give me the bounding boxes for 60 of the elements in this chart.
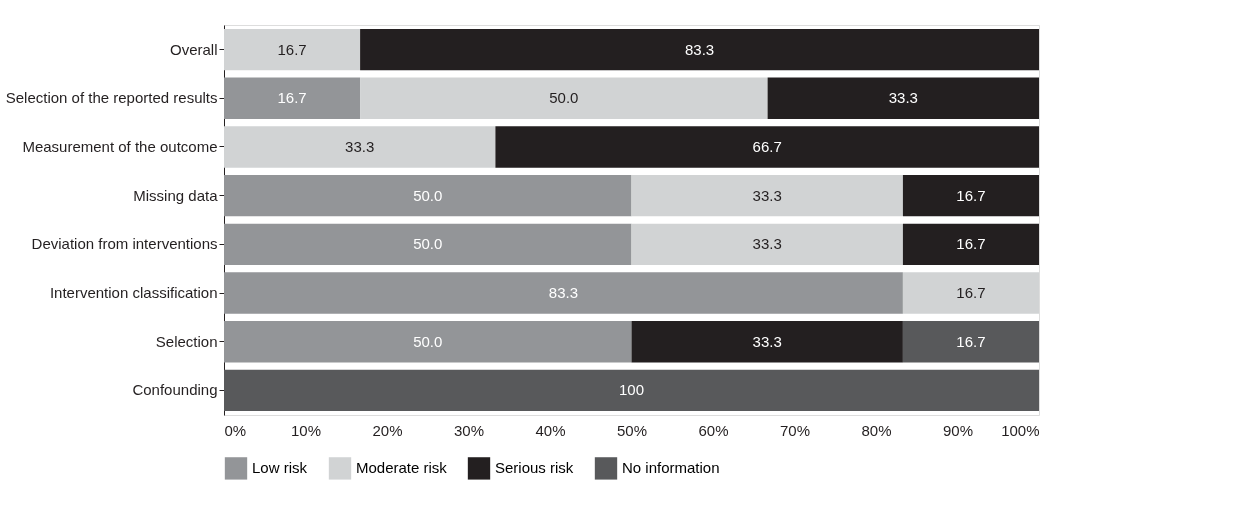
bar (495, 126, 1039, 168)
data-label: 33.3 (888, 89, 918, 107)
x-tick-label: 30% (453, 421, 485, 439)
data-label: 33.3 (345, 137, 375, 155)
data-label: 16.7 (956, 332, 986, 350)
data-label: 100 (618, 381, 645, 399)
data-label: 50.0 (413, 186, 443, 204)
bar (360, 77, 768, 119)
bar (224, 321, 632, 363)
legend-label: Serious risk (495, 459, 574, 477)
bar (902, 321, 1039, 363)
bar (224, 369, 1039, 412)
x-tick-label: 70% (779, 421, 811, 439)
data-label: 16.7 (956, 235, 986, 253)
bar (224, 126, 496, 168)
y-tick-label: Overall (169, 40, 218, 58)
y-tick-label: Selection (155, 332, 218, 350)
data-label: 83.3 (548, 284, 579, 302)
data-label: 16.7 (277, 89, 307, 107)
data-label: 50.0 (413, 332, 443, 350)
data-label: 33.3 (752, 332, 782, 350)
x-tick-label: 80% (861, 421, 892, 439)
y-tick-label: Confounding (132, 381, 218, 399)
x-tick-label: 0% (224, 421, 247, 439)
bar (902, 174, 1039, 217)
data-label: 50.0 (549, 89, 579, 107)
x-tick-label: 90% (942, 421, 974, 439)
data-label: 66.7 (752, 137, 782, 155)
data-label: 16.7 (956, 284, 986, 302)
bar (224, 272, 903, 314)
x-tick-label: 20% (372, 421, 403, 439)
y-tick-label: Missing data (133, 186, 219, 204)
data-label: 33.3 (752, 186, 782, 204)
legend-label: Low risk (252, 459, 308, 477)
x-tick-label: 100% (1001, 421, 1040, 439)
y-tick-label: Selection of the reported results (5, 89, 218, 107)
x-tick-label: 40% (535, 421, 566, 439)
bar (902, 223, 1039, 266)
bar (631, 321, 903, 363)
data-label: 33.3 (752, 235, 782, 253)
data-label: 16.7 (956, 186, 986, 204)
legend-label: Moderate risk (356, 459, 448, 477)
x-tick-label: 10% (290, 421, 322, 439)
y-tick-label: Measurement of the outcome (22, 137, 218, 155)
bar (224, 77, 361, 119)
y-tick-label: Intervention classification (49, 284, 218, 302)
legend-label: No information (622, 459, 720, 477)
bar (767, 77, 1039, 119)
y-tick-label: Deviation from interventions (31, 235, 218, 253)
data-label: 83.3 (684, 40, 715, 58)
bar (360, 28, 1039, 71)
data-label: 50.0 (413, 235, 443, 253)
bar (224, 28, 361, 71)
data-label: 16.7 (277, 40, 307, 58)
bar (631, 223, 903, 266)
bar (631, 174, 903, 217)
x-tick-label: 60% (698, 421, 729, 439)
bar (224, 223, 632, 266)
x-tick-label: 50% (616, 421, 648, 439)
bar (224, 174, 632, 217)
